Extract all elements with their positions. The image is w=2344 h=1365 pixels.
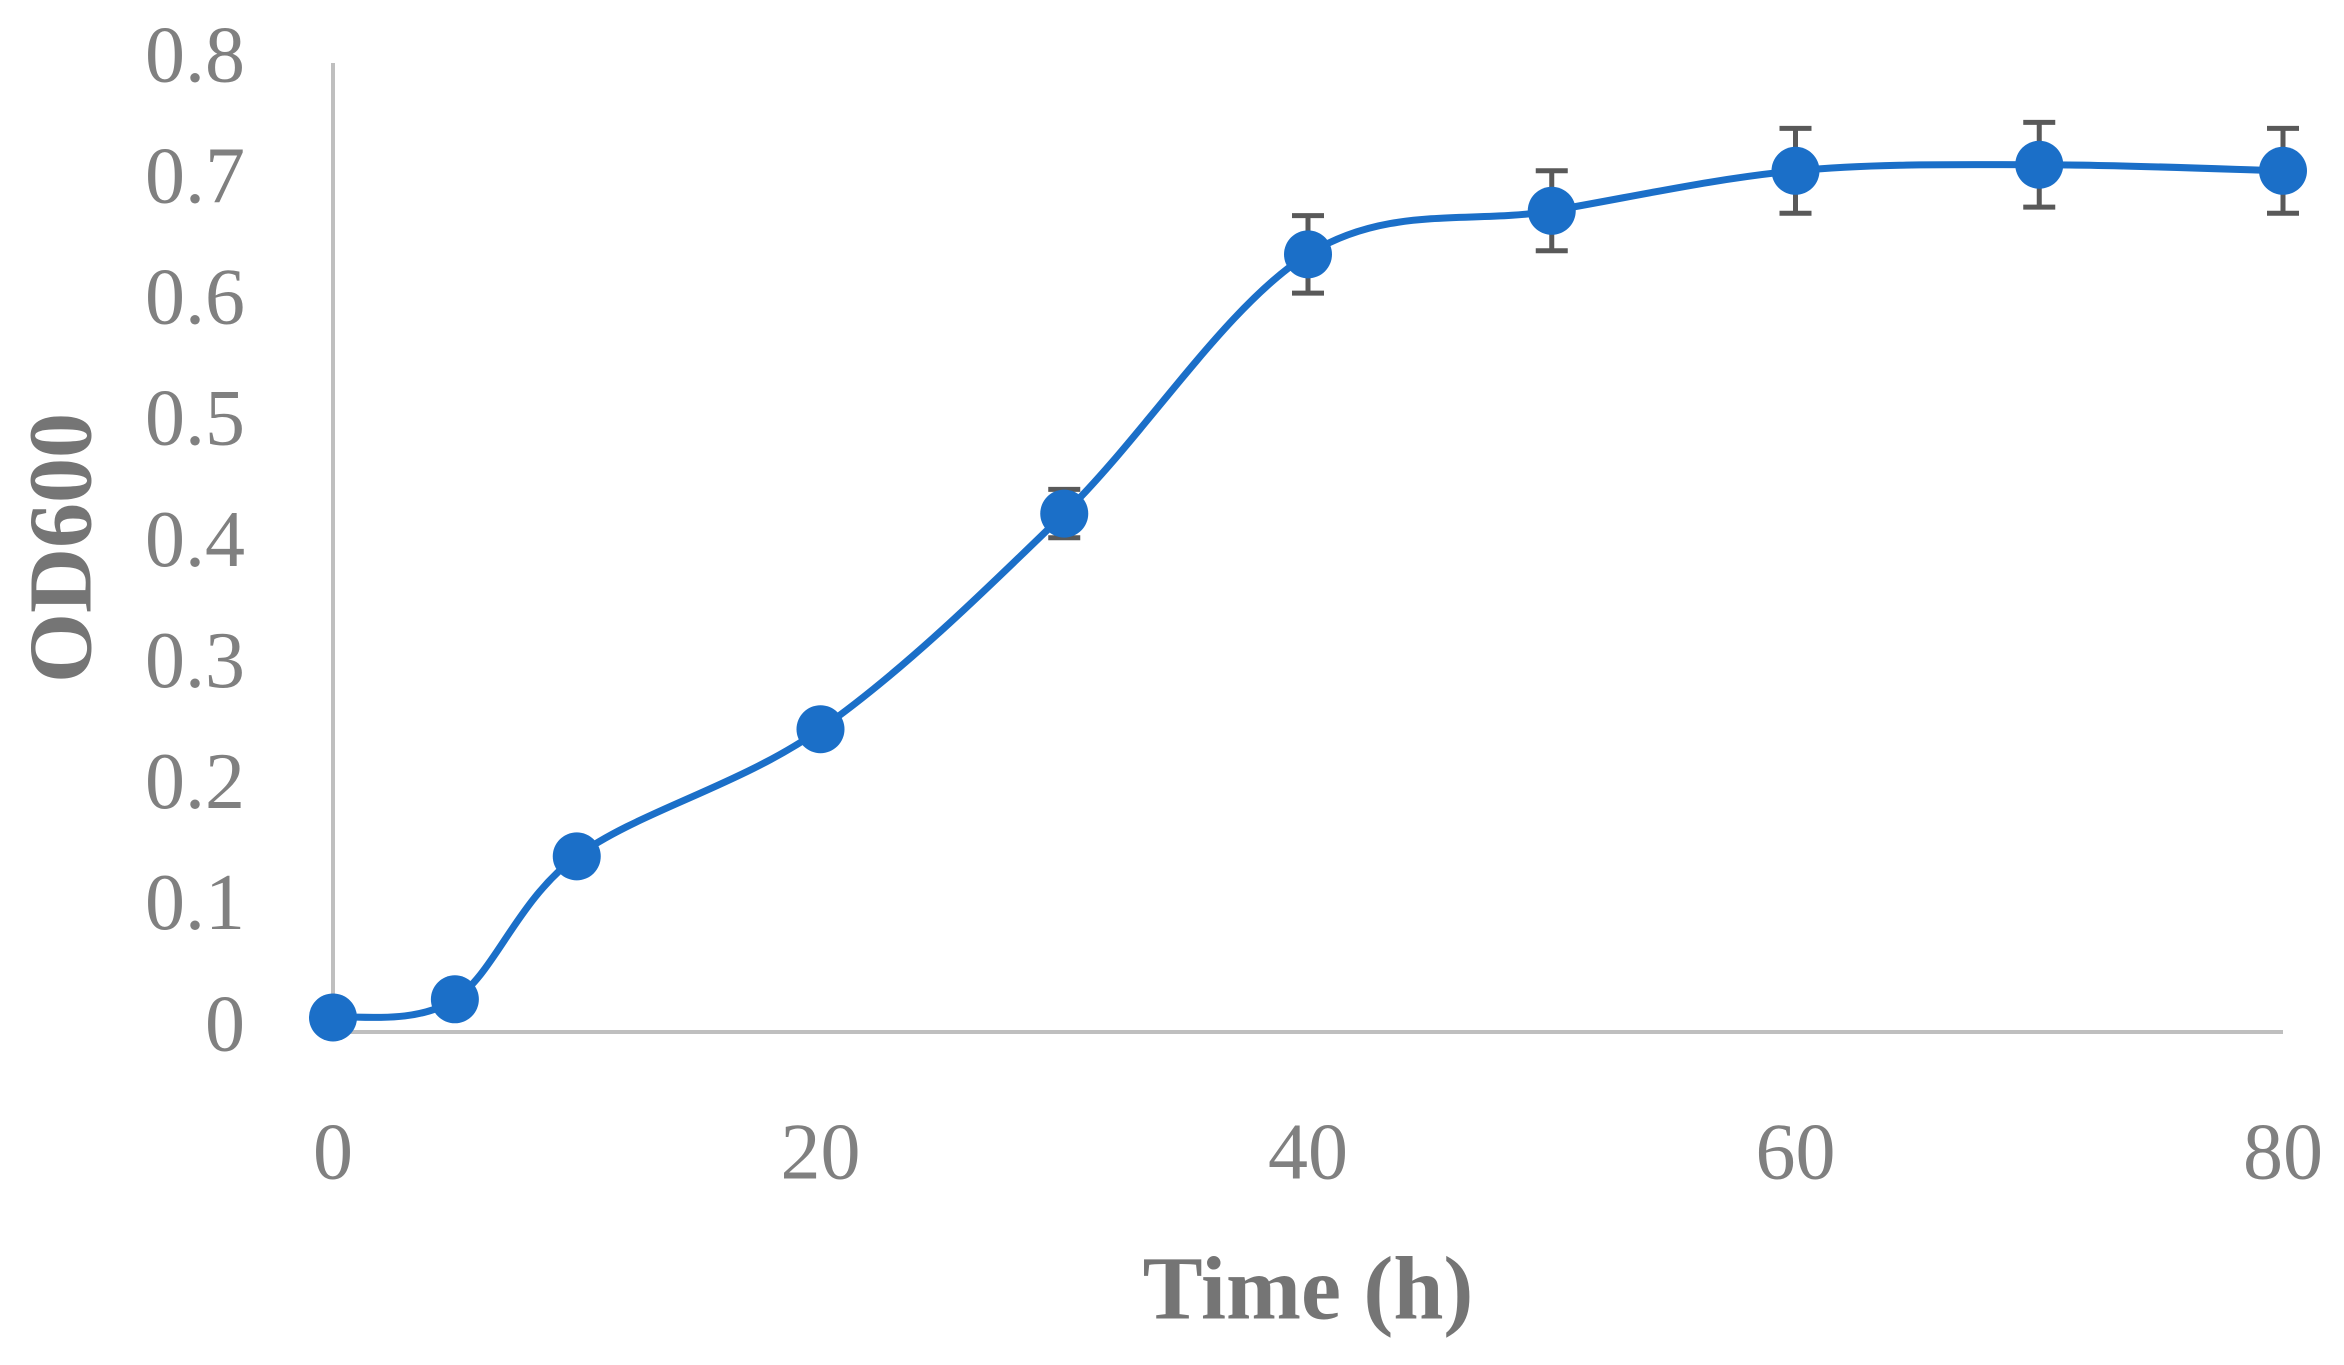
- data-point: [430, 975, 479, 1024]
- x-tick-label: 0: [313, 1108, 353, 1196]
- x-axis-title: Time (h): [1143, 1240, 1474, 1339]
- x-tick-label: 40: [1268, 1108, 1348, 1196]
- data-point: [1284, 230, 1332, 279]
- y-tick-label: 0.7: [145, 132, 245, 220]
- data-point: [2015, 140, 2064, 189]
- x-tick-label: 20: [781, 1108, 861, 1196]
- data-point: [796, 705, 845, 754]
- x-tick-label: 80: [2243, 1108, 2323, 1196]
- y-tick-label: 0.6: [145, 254, 245, 342]
- y-tick-label: 0: [205, 980, 245, 1068]
- y-axis-title: OD600: [12, 413, 111, 683]
- data-point: [1527, 186, 1576, 235]
- x-tick-label: 60: [1756, 1108, 1836, 1196]
- data-point: [309, 993, 357, 1042]
- y-tick-label: 0.2: [145, 738, 245, 826]
- y-tick-label: 0.5: [145, 375, 245, 463]
- data-point: [2259, 146, 2307, 195]
- data-point: [552, 832, 601, 881]
- y-tick-label: 0.1: [145, 859, 245, 947]
- y-tick-label: 0.3: [145, 617, 245, 705]
- data-point: [1040, 489, 1089, 538]
- y-tick-label: 0.8: [145, 11, 245, 99]
- data-point: [1771, 146, 1820, 195]
- series-line: [332, 161, 2284, 1022]
- y-tick-label: 0.4: [145, 496, 245, 584]
